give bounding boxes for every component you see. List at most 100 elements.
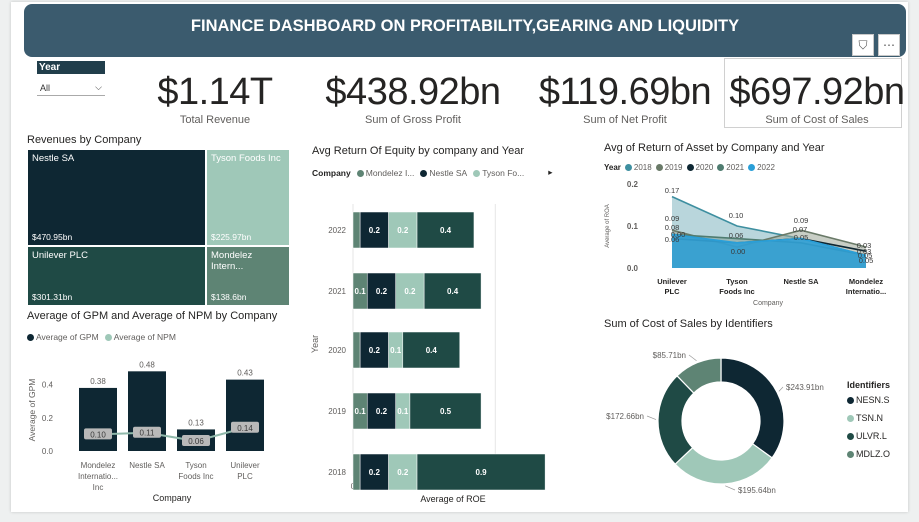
roa-data-label: 0.17	[665, 186, 680, 195]
legend-item-nestle[interactable]: Nestle SA	[420, 168, 467, 178]
gpm-data-label: 0.48	[139, 360, 155, 369]
x-tick-label: PLC	[665, 287, 681, 296]
roa-data-label: 0.00	[731, 247, 746, 256]
roe-data-label: 0.2	[369, 468, 381, 477]
x-tick-label: Nestle SA	[783, 277, 819, 286]
roe-data-label: 0.4	[426, 346, 438, 355]
y-axis-title: Year	[310, 335, 320, 353]
legend-label: 2019	[664, 163, 683, 172]
x-axis-title: Company	[753, 300, 783, 307]
x-tick-label: Foods Inc	[178, 472, 213, 481]
x-tick-label: Inc	[93, 483, 104, 492]
y-tick-label: 0.1	[627, 222, 639, 231]
kpi-label: Sum of Net Profit	[583, 114, 667, 126]
gpm-data-label: 0.43	[237, 369, 253, 378]
donut-leader-line	[725, 485, 736, 491]
donut-slice-MDLZ.O	[676, 357, 722, 394]
legend-item-mdlz[interactable]: MDLZ.O	[847, 449, 890, 459]
tile-value: $301.31bn	[32, 292, 73, 302]
kpi-total-revenue[interactable]: $1.14T Total Revenue	[150, 72, 280, 126]
roe-bar-segment	[395, 272, 425, 310]
donut-slice-NESN.S	[720, 357, 785, 459]
donut-chart-title: Sum of Cost of Sales by Identifiers	[604, 318, 773, 330]
x-tick-label: Foods Inc	[719, 287, 754, 296]
treemap-tile-nestle[interactable]: Nestle SA $470.95bn	[27, 149, 206, 246]
roe-data-label: 0.2	[369, 346, 381, 355]
kpi-value: $438.92bn	[325, 71, 501, 113]
roe-bar-segment	[388, 453, 418, 491]
x-tick-label: Internatio...	[846, 287, 886, 296]
y-tick-label: 0.0	[627, 264, 639, 273]
roa-data-label: 0.05	[858, 251, 873, 260]
legend-item-gpm[interactable]: Average of GPM	[27, 332, 99, 342]
kpi-gross-profit[interactable]: $438.92bn Sum of Gross Profit	[318, 72, 508, 126]
year-dropdown-value: All	[40, 82, 51, 93]
chevron-down-icon: ⌵	[95, 82, 102, 92]
legend-item-2020[interactable]: 2020	[686, 163, 713, 172]
roa-data-label: 0.05	[859, 256, 874, 265]
legend-item-tyson[interactable]: Tyson Fo...	[473, 168, 524, 178]
legend-scroll-arrow[interactable]: ▸	[548, 167, 553, 177]
roa-line-2022	[671, 233, 867, 257]
legend-item-ulvr[interactable]: ULVR.L	[847, 431, 890, 441]
roa-data-label: 0.09	[665, 214, 680, 223]
donut-legend: Identifiers NESN.S TSN.N ULVR.L MDLZ.O	[847, 380, 890, 459]
roe-data-label: 0.2	[397, 468, 409, 477]
roe-bar-segment	[359, 331, 389, 369]
legend-item-2018[interactable]: 2018	[624, 163, 652, 172]
legend-item-tsn[interactable]: TSN.N	[847, 413, 890, 423]
roe-bar-segment	[352, 331, 361, 369]
legend-label: Tyson Fo...	[482, 167, 525, 178]
roa-data-label: 0.06	[665, 235, 680, 244]
legend-label: Nestle SA	[429, 167, 468, 178]
legend-item-nesn[interactable]: NESN.S	[847, 395, 890, 405]
legend-label: NESN.S	[856, 395, 890, 405]
cost-of-sales-donut: $243.91bn $195.64bn $172.66bn $85.71bn	[606, 351, 824, 495]
legend-item-2021[interactable]: 2021	[717, 163, 744, 172]
treemap-tile-tyson[interactable]: Tyson Foods Inc $225.97bn	[206, 149, 290, 246]
donut-data-label: $85.71bn	[653, 351, 686, 360]
visual-header-icons: ⛉ ⋯	[852, 34, 900, 56]
roa-area-2022	[672, 234, 866, 268]
legend-item-mondelez[interactable]: Mondelez I...	[356, 168, 414, 178]
x-tick-label: Internatio...	[78, 472, 118, 481]
roe-bar-segment	[352, 453, 361, 491]
kpi-selected-frame	[724, 58, 902, 128]
legend-label: 2018	[633, 163, 652, 172]
filter-icon[interactable]: ⛉	[852, 34, 874, 56]
roe-data-label: 0.4	[447, 287, 459, 296]
legend-item-2022[interactable]: 2022	[748, 163, 775, 172]
revenue-treemap: Nestle SA $470.95bn Tyson Foods Inc $225…	[27, 149, 290, 306]
kpi-label: Sum of Gross Profit	[365, 114, 461, 126]
gpm-legend: Average of GPM Average of NPM	[27, 332, 176, 342]
kpi-label: Total Revenue	[179, 114, 251, 126]
year-slicer: Year All ⌵	[37, 61, 105, 96]
tile-name: Nestle SA	[32, 153, 75, 164]
dashboard-title: FINANCE DASHBOARD ON PROFITABILITY,GEARI…	[24, 4, 906, 57]
kpi-cost-of-sales[interactable]: $697.92bn Sum of Cost of Sales	[722, 72, 912, 126]
treemap-tile-unilever[interactable]: Unilever PLC $301.31bn	[27, 246, 206, 306]
legend-title: Identifiers	[847, 380, 891, 390]
roa-data-label: 0.06	[729, 231, 744, 240]
roe-bar-segment	[423, 272, 482, 310]
more-glyph: ⋯	[883, 38, 895, 52]
roe-bar-segment	[352, 211, 361, 249]
kpi-net-profit[interactable]: $119.69bn Sum of Net Profit	[530, 72, 720, 126]
kpi-value: $119.69bn	[538, 71, 712, 113]
roa-data-label: 0.09	[794, 216, 809, 225]
legend-item-2019[interactable]: 2019	[655, 163, 683, 172]
legend-label: MDLZ.O	[856, 449, 891, 459]
year-dropdown[interactable]: All ⌵	[37, 80, 105, 96]
roe-data-label: 0.9	[476, 468, 488, 477]
roe-data-label: 0.1	[397, 407, 409, 416]
more-options-icon[interactable]: ⋯	[878, 34, 900, 56]
x-axis-title: Average of ROE	[420, 494, 485, 504]
roe-data-label: 0.4	[440, 226, 452, 235]
legend-item-npm[interactable]: Average of NPM	[104, 332, 176, 342]
legend-label: ULVR.L	[856, 431, 887, 441]
treemap-tile-mondelez[interactable]: Mondelez Intern... $138.6bn	[206, 246, 290, 306]
x-tick-label: Unilever	[657, 277, 687, 286]
legend-label: Average of NPM	[113, 332, 176, 342]
npm-label-box	[84, 428, 112, 440]
kpi-label: Sum of Cost of Sales	[765, 114, 869, 126]
